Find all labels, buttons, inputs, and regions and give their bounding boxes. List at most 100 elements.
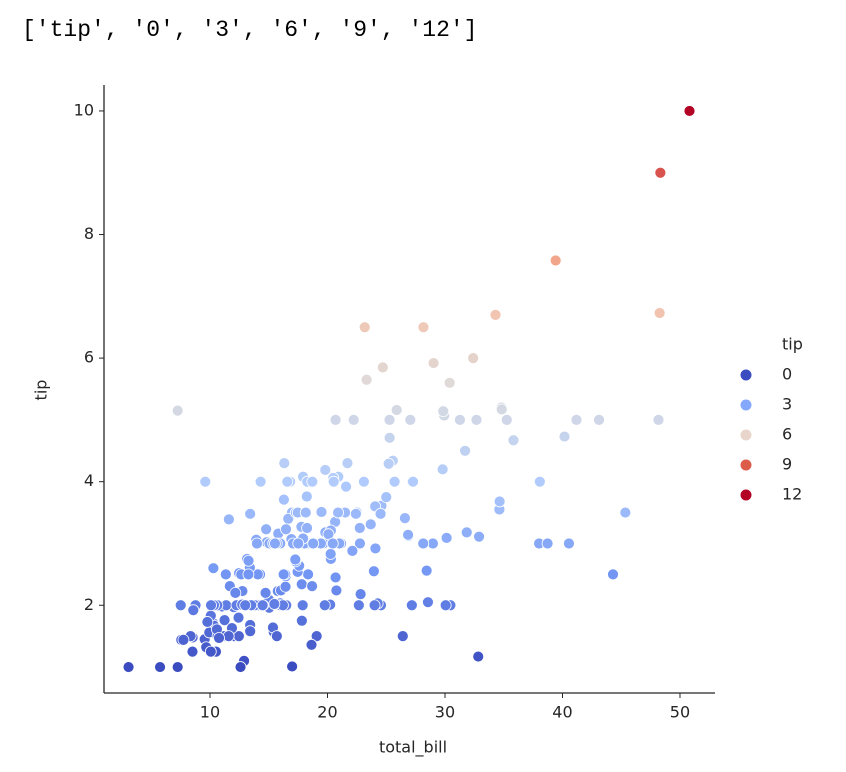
point <box>440 532 453 544</box>
point <box>280 523 292 536</box>
point <box>232 611 245 624</box>
point <box>507 434 520 447</box>
point <box>358 475 370 488</box>
point <box>340 480 352 493</box>
point <box>207 562 220 575</box>
point <box>186 645 199 658</box>
legend-label: 9 <box>782 455 792 474</box>
point <box>495 403 508 416</box>
point <box>219 568 232 581</box>
point <box>388 475 401 488</box>
point <box>402 528 414 541</box>
point <box>306 580 318 593</box>
point <box>369 542 382 555</box>
point <box>399 512 411 525</box>
point <box>318 599 331 612</box>
point <box>244 507 257 520</box>
point <box>422 596 434 609</box>
point <box>187 604 200 617</box>
point <box>277 568 290 581</box>
point <box>201 616 214 628</box>
point <box>382 457 395 470</box>
legend-label: 0 <box>782 365 792 384</box>
point <box>234 661 247 673</box>
point <box>493 495 506 508</box>
point <box>619 506 632 519</box>
point <box>593 413 605 426</box>
point <box>279 580 292 593</box>
point <box>301 522 313 534</box>
x-axis-label: total_bill <box>379 738 447 758</box>
point <box>281 475 294 488</box>
point <box>204 645 217 658</box>
point <box>171 404 184 417</box>
point <box>354 588 367 601</box>
point <box>326 537 339 550</box>
legend-label: 6 <box>782 425 792 444</box>
point <box>347 413 360 426</box>
x-tick-label: 40 <box>552 703 572 722</box>
point <box>330 584 343 597</box>
legend-marker <box>739 398 753 412</box>
point <box>300 490 313 503</box>
point <box>549 254 562 267</box>
point <box>367 565 380 578</box>
x-tick-label: 50 <box>670 703 690 722</box>
point <box>242 554 255 567</box>
point <box>259 587 272 599</box>
point <box>332 506 344 519</box>
point <box>315 506 328 518</box>
point <box>199 475 212 488</box>
point <box>472 650 485 663</box>
point <box>436 463 449 476</box>
point <box>364 518 377 531</box>
legend-title: tip <box>782 335 803 354</box>
point <box>213 632 225 644</box>
point <box>289 553 302 566</box>
point <box>443 376 456 389</box>
point <box>292 537 305 550</box>
point <box>222 630 235 643</box>
y-axis-label: tip <box>32 380 51 401</box>
point <box>341 457 354 470</box>
point <box>244 625 257 638</box>
point <box>302 568 314 581</box>
point <box>268 598 281 610</box>
y-tick-label: 2 <box>84 595 94 614</box>
point <box>407 475 419 488</box>
point <box>177 633 190 646</box>
point <box>278 457 291 470</box>
point <box>500 413 513 426</box>
point <box>270 630 283 643</box>
point <box>239 599 252 612</box>
point <box>306 475 319 488</box>
point <box>122 661 135 673</box>
legend-marker <box>739 368 753 382</box>
point <box>427 357 440 369</box>
point <box>319 464 332 476</box>
point <box>352 599 365 612</box>
point <box>305 638 318 651</box>
point <box>420 564 433 577</box>
point <box>299 506 312 519</box>
legend-marker <box>739 428 753 442</box>
point <box>254 475 267 488</box>
legend-marker <box>739 488 753 502</box>
point <box>654 166 667 179</box>
point <box>242 568 255 581</box>
point <box>374 507 387 520</box>
point <box>652 413 665 426</box>
point <box>360 373 373 386</box>
point <box>473 530 485 543</box>
point <box>310 630 323 643</box>
point <box>396 630 409 643</box>
point <box>607 568 619 581</box>
point <box>459 444 471 457</box>
point <box>174 599 187 612</box>
legend-label: 3 <box>782 395 792 414</box>
point <box>437 405 450 418</box>
point <box>329 413 342 426</box>
point <box>329 571 342 584</box>
point <box>454 413 466 426</box>
x-tick-label: 30 <box>435 703 455 722</box>
